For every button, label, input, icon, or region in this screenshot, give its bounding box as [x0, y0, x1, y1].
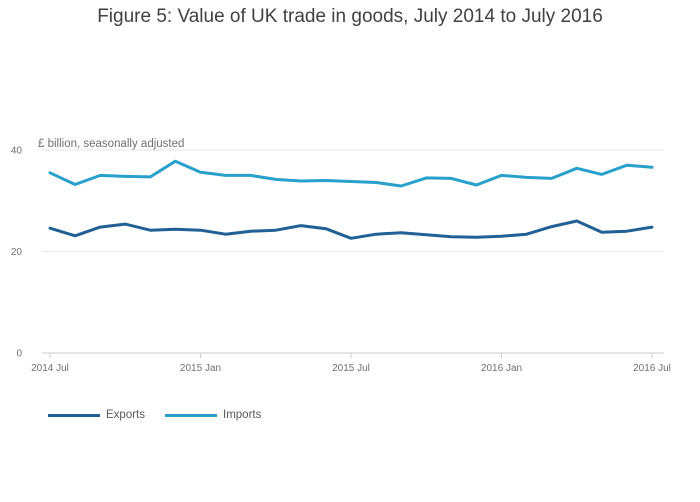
x-tick-label: 2014 Jul	[31, 363, 69, 374]
y-tick-labels: 0 20 40	[11, 146, 23, 360]
legend-label-exports: Exports	[106, 409, 145, 421]
legend: Exports Imports	[48, 409, 261, 421]
y-tick-label: 20	[11, 247, 23, 258]
y-tick-label: 0	[16, 349, 22, 360]
x-tick-labels: 2014 Jul 2015 Jan 2015 Jul 2016 Jan 2016 Jul	[31, 353, 671, 374]
x-tick-label: 2015 Jan	[180, 363, 221, 374]
series-lines	[48, 159, 654, 240]
legend-label-imports: Imports	[223, 409, 262, 421]
gridlines	[42, 149, 664, 252]
legend-swatch-imports	[165, 413, 217, 417]
x-tick-label: 2016 Jul	[633, 363, 671, 374]
legend-item-exports[interactable]: Exports	[48, 409, 145, 421]
chart-title: Figure 5: Value of UK trade in goods, Ju…	[97, 6, 603, 27]
x-tick-label: 2015 Jul	[332, 363, 370, 374]
y-tick-label: 40	[11, 146, 23, 157]
x-tick-label: 2016 Jan	[481, 363, 522, 374]
y-axis-unit-label: £ billion, seasonally adjusted	[38, 138, 184, 150]
legend-swatch-exports	[48, 413, 100, 417]
series-line-exports[interactable]	[48, 219, 654, 240]
series-line-imports[interactable]	[48, 159, 654, 188]
legend-item-imports[interactable]: Imports	[165, 409, 261, 421]
